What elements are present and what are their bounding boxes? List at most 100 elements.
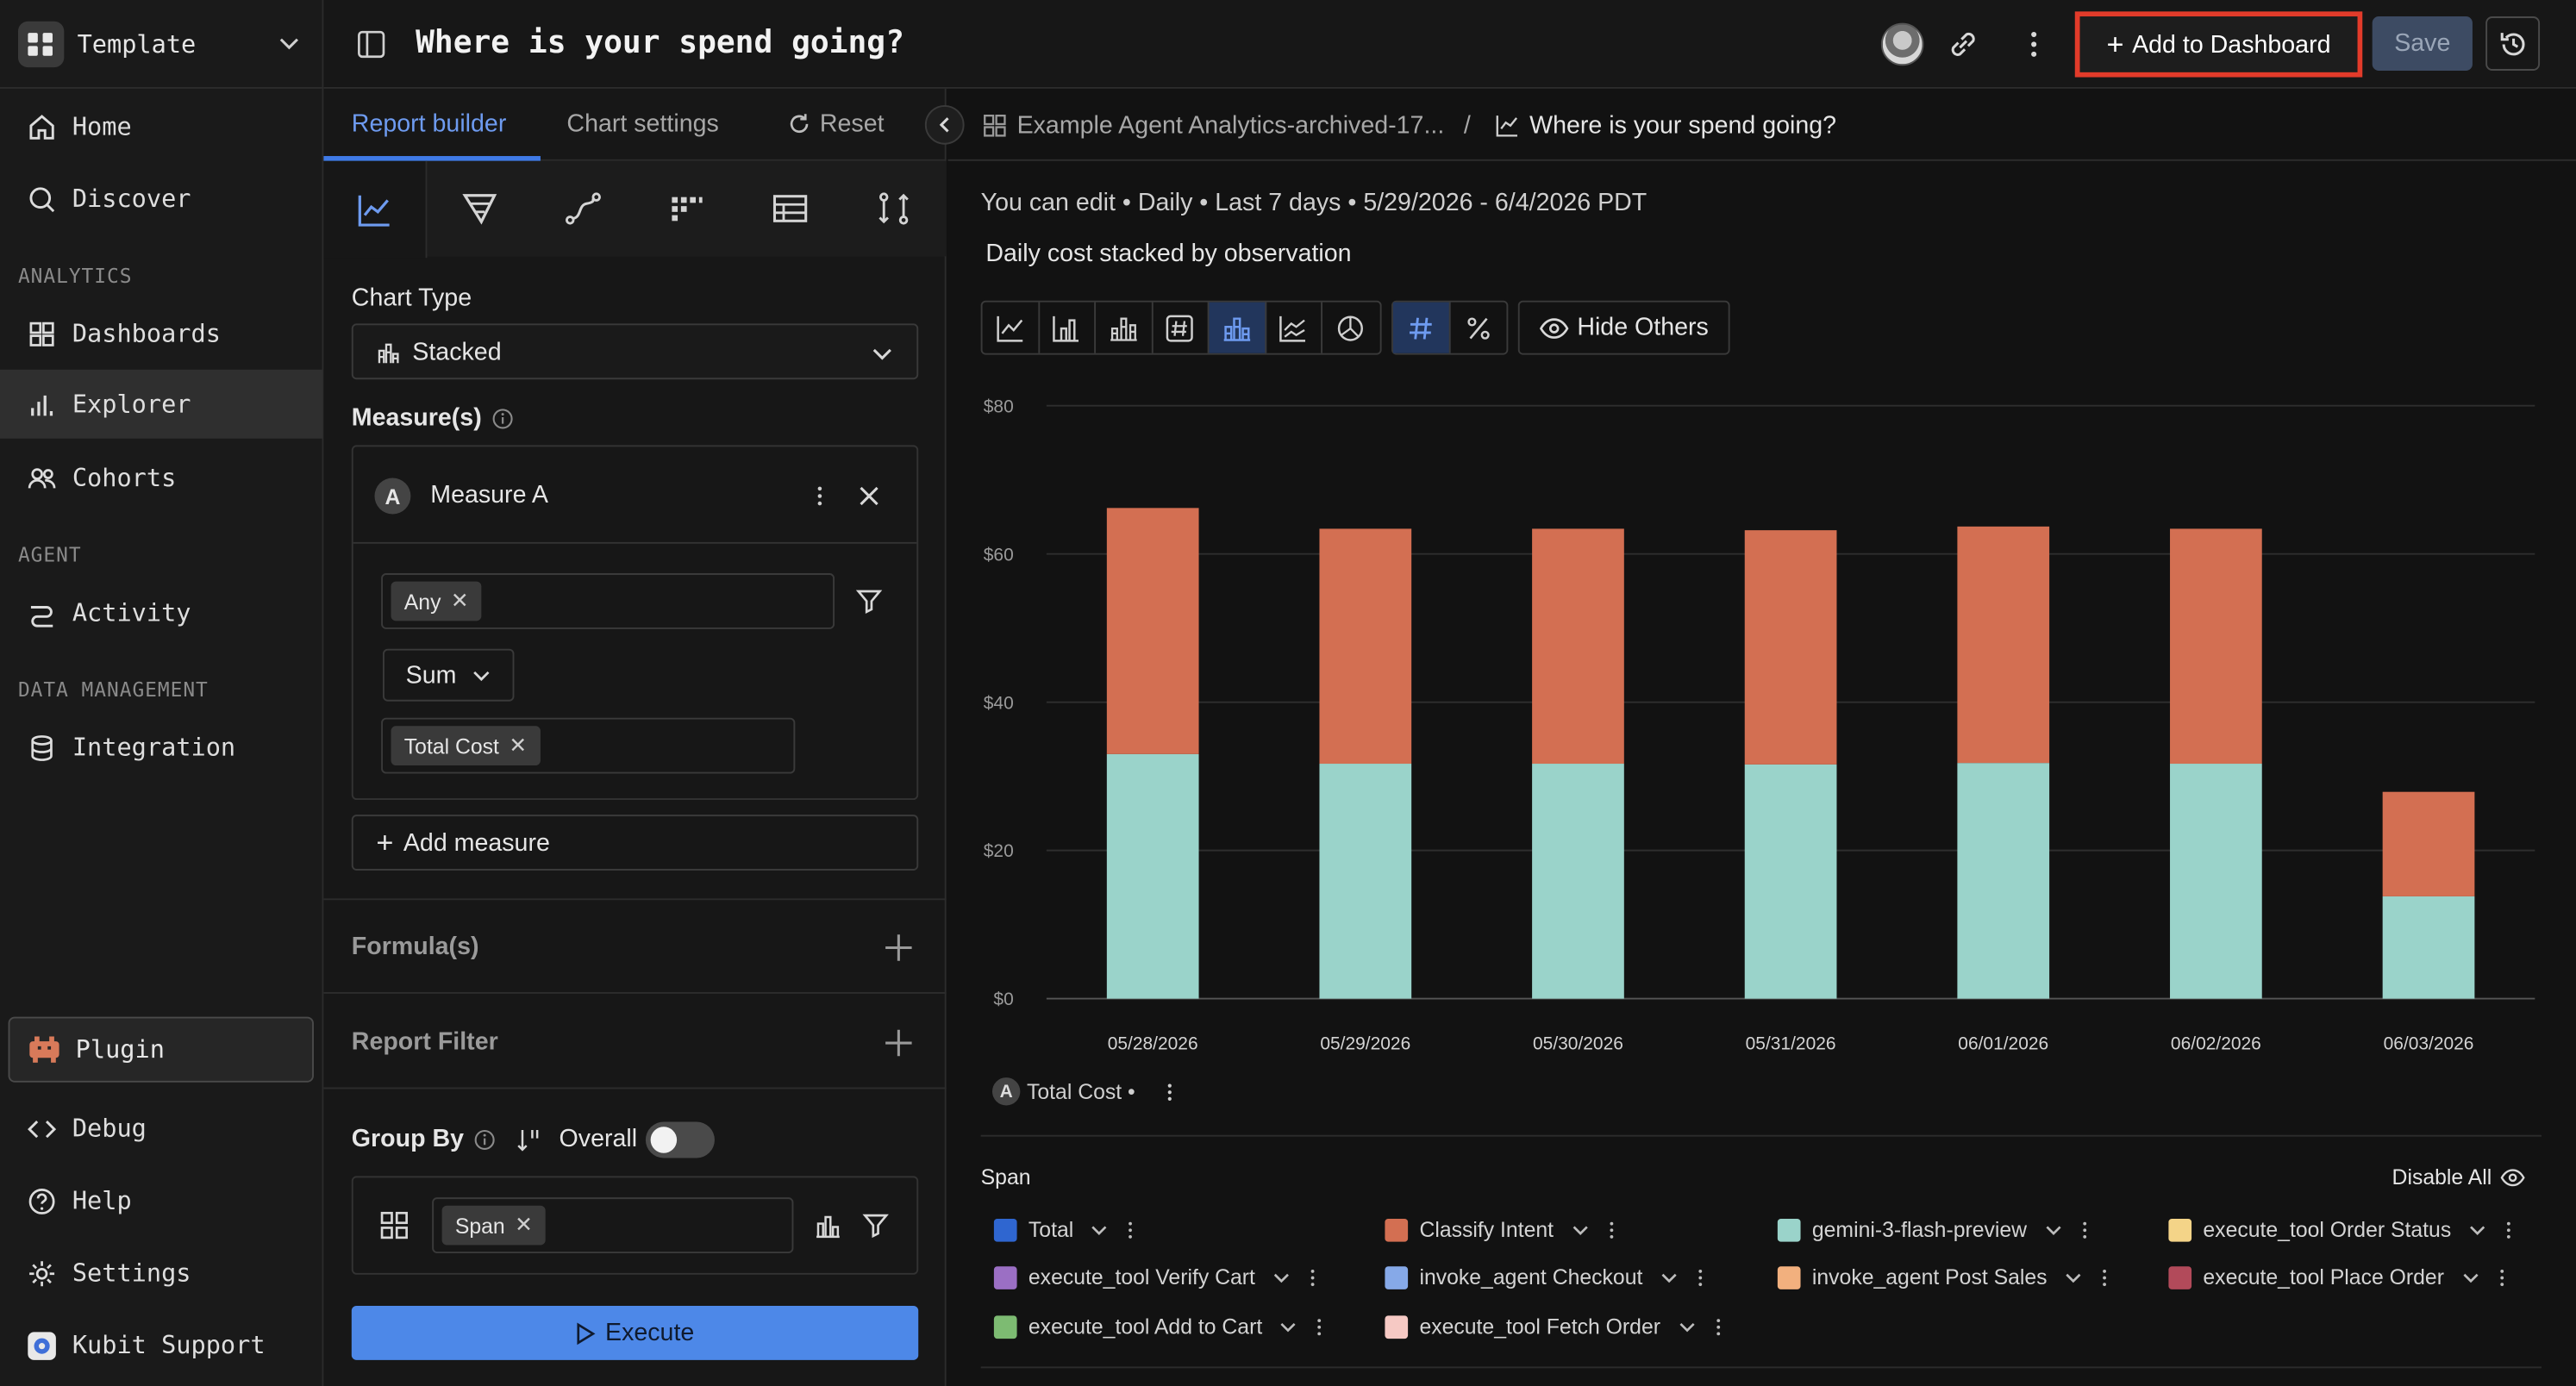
chevron-down-icon[interactable]: [1090, 1220, 1110, 1239]
sidebar-item-explorer[interactable]: Explorer: [0, 369, 322, 439]
bar-segment[interactable]: [1106, 753, 1199, 999]
bucket-icon[interactable]: [815, 1212, 841, 1239]
measure-name[interactable]: Measure A: [430, 481, 548, 509]
sidebar-item-activity[interactable]: Activity: [0, 578, 322, 647]
legend-more-icon[interactable]: [2504, 1220, 2513, 1239]
property-chip[interactable]: Total Cost ✕: [391, 726, 541, 766]
bar-segment[interactable]: [1957, 526, 2050, 764]
sidebar-item-discover[interactable]: Discover: [0, 165, 322, 234]
bar-segment[interactable]: [1532, 528, 1624, 765]
series-tag[interactable]: A Total Cost •: [991, 1077, 1181, 1106]
event-field[interactable]: Any ✕: [381, 573, 835, 629]
bar-segment[interactable]: [1744, 764, 1837, 999]
chevron-down-icon[interactable]: [1659, 1267, 1679, 1287]
legend-item[interactable]: execute_tool Place Order: [2168, 1264, 2506, 1289]
reset-button[interactable]: Reset: [787, 110, 885, 138]
format-percent-button[interactable]: [1450, 303, 1507, 353]
legend-more-icon[interactable]: [1713, 1316, 1723, 1336]
sidebar-item-debug[interactable]: Debug: [0, 1094, 322, 1163]
remove-chip-icon[interactable]: ✕: [509, 732, 528, 758]
page-title[interactable]: Where is your spend going?: [416, 24, 904, 61]
legend-more-icon[interactable]: [1606, 1220, 1616, 1239]
legend-more-icon[interactable]: [1695, 1267, 1704, 1287]
bar-segment[interactable]: [1744, 530, 1837, 765]
legend-item[interactable]: invoke_agent Checkout: [1385, 1264, 1704, 1289]
chart-bar-button[interactable]: [1039, 302, 1097, 353]
remove-measure-icon[interactable]: [856, 483, 882, 509]
legend-more-icon[interactable]: [2497, 1267, 2506, 1287]
tab-chart-settings[interactable]: Chart settings: [566, 109, 719, 139]
more-options-icon[interactable]: [2016, 26, 2052, 62]
sidebar-item-integration[interactable]: Integration: [0, 713, 322, 782]
add-report-filter-icon[interactable]: [882, 1027, 915, 1059]
hide-others-button[interactable]: Hide Others: [1517, 300, 1730, 355]
chevron-down-icon[interactable]: [2064, 1267, 2084, 1287]
aggregation-select[interactable]: Sum: [383, 648, 515, 702]
legend-item[interactable]: execute_tool Fetch Order: [1385, 1314, 1723, 1339]
info-icon[interactable]: [473, 1127, 497, 1151]
analysis-tab-insights[interactable]: [323, 160, 428, 259]
chart-pie-button[interactable]: [1322, 303, 1379, 353]
chevron-down-icon[interactable]: [1677, 1316, 1697, 1336]
legend-more-icon[interactable]: [2079, 1220, 2089, 1239]
analysis-tab-table[interactable]: [738, 161, 841, 257]
tab-report-builder[interactable]: Report builder: [351, 109, 507, 139]
sidebar-item-plugin[interactable]: Plugin: [8, 1016, 314, 1083]
link-icon[interactable]: [1945, 26, 1981, 62]
chart-type-select[interactable]: Stacked: [351, 323, 919, 380]
avatar[interactable]: [1880, 22, 1924, 66]
legend-more-icon[interactable]: [1315, 1316, 1324, 1336]
chevron-down-icon[interactable]: [2460, 1267, 2480, 1287]
legend-item[interactable]: execute_tool Order Status: [2168, 1217, 2513, 1242]
chart-grouped-button[interactable]: [1096, 302, 1153, 353]
filter-icon[interactable]: [862, 1212, 889, 1239]
chevron-down-icon[interactable]: [1272, 1267, 1291, 1287]
sidebar-toggle-icon[interactable]: [357, 29, 386, 59]
sort-icon[interactable]: [516, 1126, 542, 1152]
legend-item[interactable]: Classify Intent: [1385, 1217, 1616, 1242]
chart-number-button[interactable]: [1153, 302, 1210, 353]
sidebar-item-help[interactable]: Help: [0, 1166, 322, 1235]
chevron-down-icon[interactable]: [2467, 1220, 2487, 1239]
series-more-icon[interactable]: [1158, 1080, 1181, 1103]
filter-icon[interactable]: [855, 588, 883, 614]
format-absolute-button[interactable]: [1392, 302, 1450, 353]
legend-item[interactable]: execute_tool Add to Cart: [993, 1314, 1325, 1339]
analysis-tab-paths[interactable]: [531, 161, 635, 257]
bar-segment[interactable]: [2170, 764, 2262, 999]
add-to-dashboard-button[interactable]: + Add to Dashboard: [2074, 11, 2363, 78]
legend-more-icon[interactable]: [2100, 1267, 2110, 1287]
event-chip[interactable]: Any ✕: [391, 581, 482, 621]
legend-item[interactable]: gemini-3-flash-preview: [1777, 1217, 2090, 1242]
sidebar-item-dashboards[interactable]: Dashboards: [0, 299, 322, 368]
workspace-switcher[interactable]: Template: [0, 0, 324, 89]
bar-segment[interactable]: [1532, 764, 1624, 999]
legend-item[interactable]: Total: [993, 1217, 1136, 1242]
collapse-panel-button[interactable]: [924, 104, 965, 145]
chevron-down-icon[interactable]: [1570, 1220, 1590, 1239]
property-field[interactable]: Total Cost ✕: [381, 717, 796, 774]
group-by-chip[interactable]: Span ✕: [441, 1205, 547, 1246]
chevron-down-icon[interactable]: [2043, 1220, 2063, 1239]
disable-all-button[interactable]: Disable All: [2392, 1164, 2525, 1189]
remove-chip-icon[interactable]: ✕: [515, 1212, 533, 1237]
legend-more-icon[interactable]: [1126, 1220, 1135, 1239]
bar-segment[interactable]: [2170, 528, 2262, 765]
chart-stacked-button[interactable]: [1209, 302, 1266, 353]
bar-segment[interactable]: [1957, 763, 2050, 999]
save-button[interactable]: Save: [2372, 16, 2473, 71]
analysis-tab-compare[interactable]: [841, 161, 945, 257]
bar-segment[interactable]: [2382, 791, 2475, 896]
chart-area-button[interactable]: [1266, 302, 1323, 353]
history-button[interactable]: [2485, 16, 2541, 71]
bar-segment[interactable]: [1319, 528, 1412, 765]
sidebar-item-kubit-support[interactable]: Kubit Support: [0, 1311, 322, 1380]
chevron-down-icon[interactable]: [1279, 1316, 1298, 1336]
sidebar-item-cohorts[interactable]: Cohorts: [0, 444, 322, 513]
sidebar-item-home[interactable]: Home: [0, 92, 322, 161]
group-by-field[interactable]: Span ✕: [432, 1197, 794, 1253]
chart-line-button[interactable]: [983, 302, 1040, 353]
measure-more-icon[interactable]: [807, 483, 833, 509]
analysis-tab-funnel[interactable]: [427, 161, 530, 257]
info-icon[interactable]: [491, 407, 515, 430]
